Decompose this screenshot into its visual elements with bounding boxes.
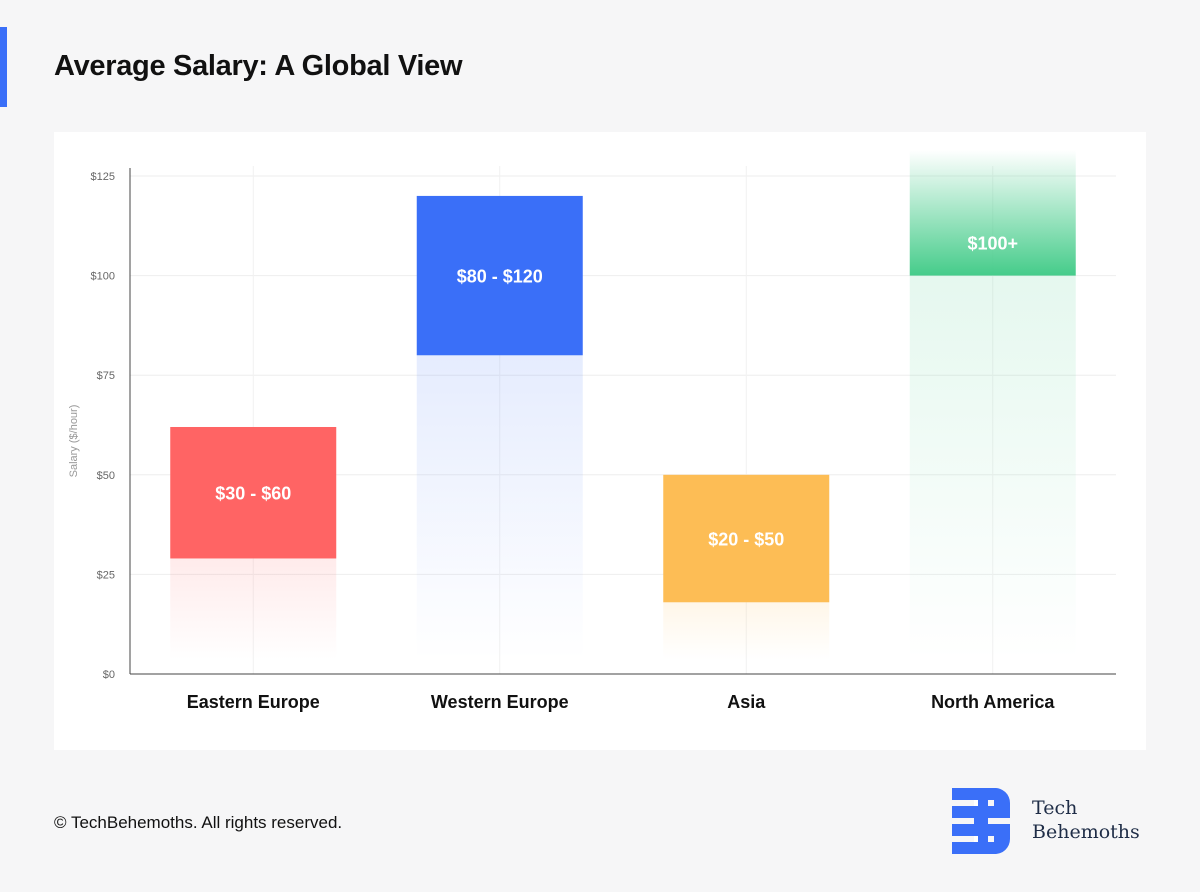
x-tick-label: Asia — [727, 692, 766, 712]
x-tick-label: Western Europe — [431, 692, 569, 712]
bar-label: $80 - $120 — [457, 267, 543, 287]
y-tick-label: $25 — [97, 569, 115, 581]
bar-western-europe — [416, 195, 583, 356]
title-accent-bar — [0, 27, 7, 107]
logo-text-line1: Tech — [1032, 797, 1078, 819]
chart-card: $30 - $60 $80 - $120 $20 - $50 $100+ $0 $25 $… — [54, 132, 1146, 750]
y-tick-label: $50 — [97, 470, 115, 482]
y-tick-label: $75 — [97, 370, 115, 382]
axes: $0 $25 $50 $75 $100 $125 Salary ($/hour) Easter… — [68, 168, 1116, 712]
bars: $30 - $60 $80 - $120 $20 - $50 $100+ — [170, 150, 1076, 660]
techbehemoths-logo-text: Tech Behemoths — [1032, 796, 1140, 844]
bar-fade-trail — [909, 275, 1076, 660]
salary-range-chart: $30 - $60$80 - $120$20 - $50$100+ $0$25$… — [68, 150, 1116, 712]
bar-label: $30 - $60 — [215, 484, 291, 504]
logo-text-line2: Behemoths — [1032, 821, 1140, 843]
bar-eastern-europe — [170, 426, 337, 559]
copyright-notice: © TechBehemoths. All rights reserved. — [54, 813, 343, 832]
techbehemoths-logo[interactable]: Tech Behemoths — [952, 788, 1152, 858]
page-title: Average Salary: A Global View — [54, 50, 463, 82]
bar-fade-trail — [663, 602, 830, 660]
x-tick-label: North America — [931, 692, 1055, 712]
bar-asia — [663, 474, 830, 603]
y-tick-label: $0 — [103, 669, 115, 681]
bar-north-america — [909, 150, 1076, 276]
bar-label: $100+ — [967, 234, 1018, 254]
bar-label: $20 - $50 — [708, 530, 784, 550]
y-tick-label: $125 — [91, 171, 115, 183]
y-tick-label: $100 — [91, 271, 115, 283]
techbehemoths-logo-icon — [952, 788, 1011, 854]
bar-fade-trail — [416, 355, 583, 660]
x-tick-label: Eastern Europe — [187, 692, 320, 712]
y-axis-title: Salary ($/hour) — [68, 405, 80, 478]
bar-fade-trail — [170, 558, 337, 660]
